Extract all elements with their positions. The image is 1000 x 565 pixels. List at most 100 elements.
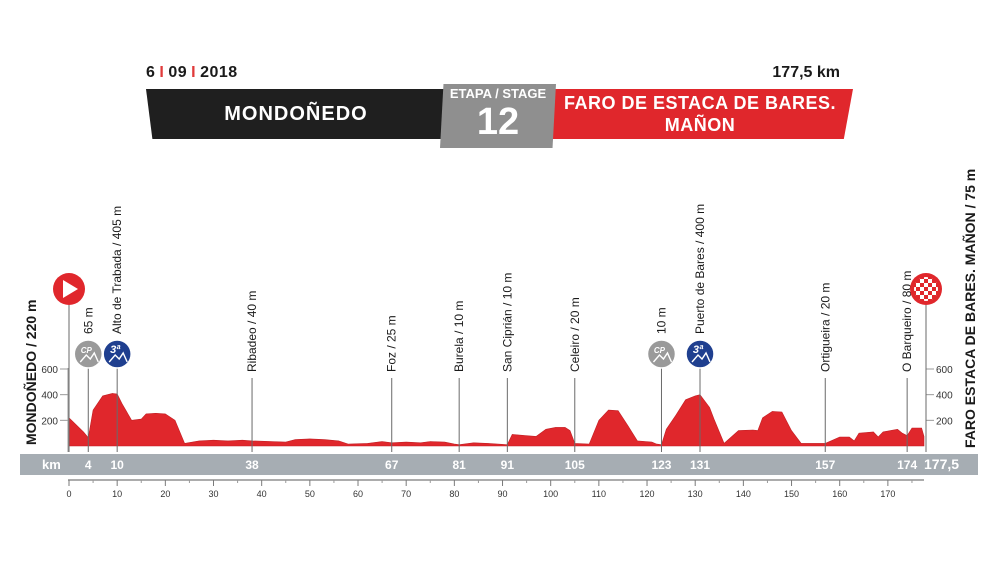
start-band: [146, 89, 466, 139]
flag-square: [928, 291, 932, 295]
stage-label: ETAPA / STAGE: [449, 86, 547, 101]
mountain-icon: [108, 351, 128, 363]
flag-square: [928, 299, 932, 301]
flag-square: [932, 295, 936, 299]
flag-square: [932, 283, 936, 287]
flag-square: [920, 287, 924, 291]
x-tick-label: 160: [832, 489, 847, 499]
point-label: 10 m: [654, 307, 668, 334]
flag-square: [924, 295, 928, 299]
x-tick-label: 40: [257, 489, 267, 499]
flag-square: [932, 279, 936, 283]
flag-square: [928, 283, 932, 287]
km-bar: [20, 454, 978, 475]
x-ticks: 0 10 20 30 40 50 60 70 80 90 100 110 120 130 140 150 160…: [66, 480, 913, 499]
flag-square: [916, 295, 920, 299]
point-label: San Ciprián / 10 m: [500, 273, 514, 372]
flag-square: [914, 287, 916, 291]
date-day: 6: [146, 64, 156, 81]
stage-date: 6 I 09 I 2018: [146, 64, 238, 82]
point-km-label: 131: [690, 458, 710, 472]
point-label: Celeiro / 20 m: [568, 297, 582, 372]
x-tick-label: 30: [208, 489, 218, 499]
date-separator: I: [159, 64, 165, 81]
x-tick-label: 110: [592, 489, 606, 499]
mountain-icon: [79, 351, 99, 363]
point-label: Ortigueira / 20 m: [818, 283, 832, 372]
flag-square: [920, 277, 924, 279]
x-tick-label: 20: [160, 489, 170, 499]
x-tick-label: 0: [66, 489, 71, 499]
flag-square: [932, 291, 936, 295]
point-km-label: 105: [565, 458, 585, 472]
start-location-label: MONDOÑEDO / 220 m: [22, 300, 39, 445]
flag-square: [928, 279, 932, 283]
flag-square: [920, 299, 924, 301]
finish-city: FARO DE ESTACA DE BARES. MAÑON: [563, 93, 837, 135]
flag-square: [920, 279, 924, 283]
flag-square: [916, 291, 920, 295]
point-label: Ribadeo / 40 m: [245, 291, 259, 372]
profile-points: CP 65 m 3ª Alto de Trabada / 405 m Ribadeo /…: [73, 204, 914, 452]
point-label: Burela / 10 m: [452, 301, 466, 372]
point-km-label: 157: [815, 458, 835, 472]
flag-square: [928, 295, 932, 299]
x-tick-label: 100: [543, 489, 558, 499]
flag-square: [914, 291, 916, 295]
date-year: 2018: [200, 64, 238, 81]
badge-text: 3ª: [110, 344, 121, 356]
x-tick-label: 50: [305, 489, 315, 499]
x-tick-label: 150: [784, 489, 799, 499]
mountain-icon: [652, 351, 673, 363]
play-icon: [63, 280, 78, 298]
date-month: 09: [168, 64, 188, 81]
mountain-icon: [691, 351, 711, 363]
point-label: Alto de Trabada / 405 m: [110, 206, 124, 334]
point-km-label: 10: [110, 458, 124, 472]
km-unit-label: km: [42, 457, 61, 472]
stage-number: 12: [476, 101, 520, 143]
x-tick-label: 130: [688, 489, 703, 499]
stage-distance: 177,5 km: [772, 64, 840, 81]
flag-square: [916, 287, 920, 291]
x-tick-label: 140: [736, 489, 751, 499]
flag-square: [924, 299, 928, 301]
km-point-labels: 4 10 38 67 81 91 105 123 131 157 174: [85, 458, 918, 472]
y-tick-label-left: 400: [41, 391, 58, 402]
flag-square: [928, 277, 932, 279]
point-km-label: 38: [245, 458, 259, 472]
y-tick-label-left: 600: [41, 365, 58, 376]
flag-square: [936, 283, 938, 287]
x-tick-label: 80: [449, 489, 459, 499]
flag-square: [920, 283, 924, 287]
y-tick-label-right: 600: [936, 365, 953, 376]
badge-text: CP: [654, 346, 666, 355]
point-km-label: 91: [501, 458, 515, 472]
flag-square: [924, 279, 928, 283]
badge-text: CP: [81, 346, 93, 355]
flag-square: [924, 283, 928, 287]
stage-badge: [440, 84, 556, 148]
point-label: Foz / 25 m: [385, 315, 399, 372]
point-km-label: 81: [452, 458, 466, 472]
point-label: 65 m: [81, 307, 95, 334]
point-km-label: 67: [385, 458, 399, 472]
x-tick-label: 170: [880, 489, 895, 499]
point-km-label: 123: [651, 458, 671, 472]
total-distance-label: 177,5: [924, 456, 959, 472]
flag-square: [924, 277, 928, 279]
flag-square: [936, 287, 938, 291]
x-tick-label: 70: [401, 489, 411, 499]
y-tick-label-right: 200: [936, 416, 953, 427]
elevation-area: [68, 393, 925, 447]
point-label: O Barqueiro / 80 m: [900, 271, 914, 372]
date-separator: I: [191, 64, 197, 81]
flag-square: [914, 283, 916, 287]
flag-square: [920, 295, 924, 299]
point-km-label: 4: [85, 458, 92, 472]
y-ticks: 600 600 400 400 200 200: [41, 365, 953, 427]
x-tick-label: 60: [353, 489, 363, 499]
flag-square: [916, 283, 920, 287]
flag-square: [924, 287, 928, 291]
